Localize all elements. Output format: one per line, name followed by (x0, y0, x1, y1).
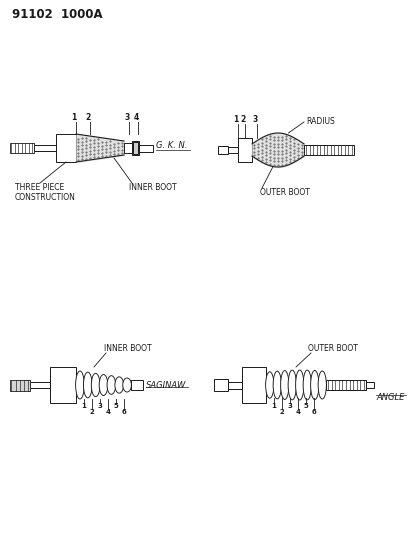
Bar (133, 142, 138, 154)
Text: INNER BOOT: INNER BOOT (129, 183, 176, 192)
Text: 1: 1 (81, 403, 86, 409)
Ellipse shape (107, 376, 115, 394)
Ellipse shape (287, 370, 296, 400)
Text: 3: 3 (97, 403, 102, 409)
Ellipse shape (115, 377, 123, 393)
Ellipse shape (273, 371, 281, 399)
Bar (131, 380, 142, 390)
Bar (228, 382, 242, 389)
Text: 91102  1000A: 91102 1000A (12, 8, 102, 21)
Text: 6: 6 (311, 409, 316, 415)
Bar (228, 147, 237, 153)
Text: 4: 4 (105, 409, 110, 415)
Ellipse shape (83, 372, 92, 398)
Bar (34, 145, 56, 151)
Bar (325, 380, 365, 390)
Text: THREE PIECE
CONSTRUCTION: THREE PIECE CONSTRUCTION (15, 183, 76, 203)
Ellipse shape (91, 373, 100, 397)
Bar (242, 367, 266, 403)
Text: 1: 1 (271, 403, 276, 409)
Text: INNER BOOT: INNER BOOT (104, 344, 151, 353)
Ellipse shape (122, 378, 131, 392)
Text: 2: 2 (240, 115, 245, 124)
Text: ANGLE: ANGLE (375, 393, 404, 402)
Text: 4: 4 (295, 409, 300, 415)
Ellipse shape (310, 370, 318, 400)
Text: 2: 2 (85, 113, 90, 122)
Text: 4: 4 (133, 113, 138, 122)
Bar (10, 143, 34, 153)
Bar (303, 145, 353, 155)
Ellipse shape (280, 370, 288, 399)
Bar (218, 146, 228, 154)
Text: OUTER BOOT: OUTER BOOT (307, 344, 357, 353)
Text: 1: 1 (71, 113, 76, 122)
Text: 5: 5 (113, 403, 118, 409)
Text: 3: 3 (124, 113, 129, 122)
Bar (124, 143, 132, 153)
Text: 2: 2 (89, 409, 94, 415)
Bar (132, 141, 139, 155)
Text: SAGINAW: SAGINAW (146, 381, 186, 390)
Text: G. K. N.: G. K. N. (156, 141, 187, 149)
Ellipse shape (295, 370, 303, 400)
Text: RADIUS: RADIUS (305, 117, 334, 126)
Ellipse shape (99, 375, 107, 395)
Bar (237, 138, 252, 162)
Text: 3: 3 (287, 403, 292, 409)
Bar (139, 144, 153, 151)
Ellipse shape (265, 372, 273, 398)
Text: 6: 6 (121, 409, 126, 415)
Text: 1: 1 (233, 115, 238, 124)
Ellipse shape (76, 371, 84, 399)
Text: 3: 3 (252, 115, 257, 124)
Ellipse shape (302, 370, 311, 400)
Text: 2: 2 (279, 409, 284, 415)
Bar (56, 134, 76, 162)
Bar (50, 367, 76, 403)
Bar (30, 382, 50, 388)
Text: OUTER BOOT: OUTER BOOT (259, 188, 309, 197)
Text: 5: 5 (303, 403, 308, 409)
Bar (10, 379, 30, 391)
Bar (10, 379, 30, 391)
Bar (365, 382, 373, 388)
Bar (214, 379, 228, 391)
Ellipse shape (317, 371, 325, 399)
